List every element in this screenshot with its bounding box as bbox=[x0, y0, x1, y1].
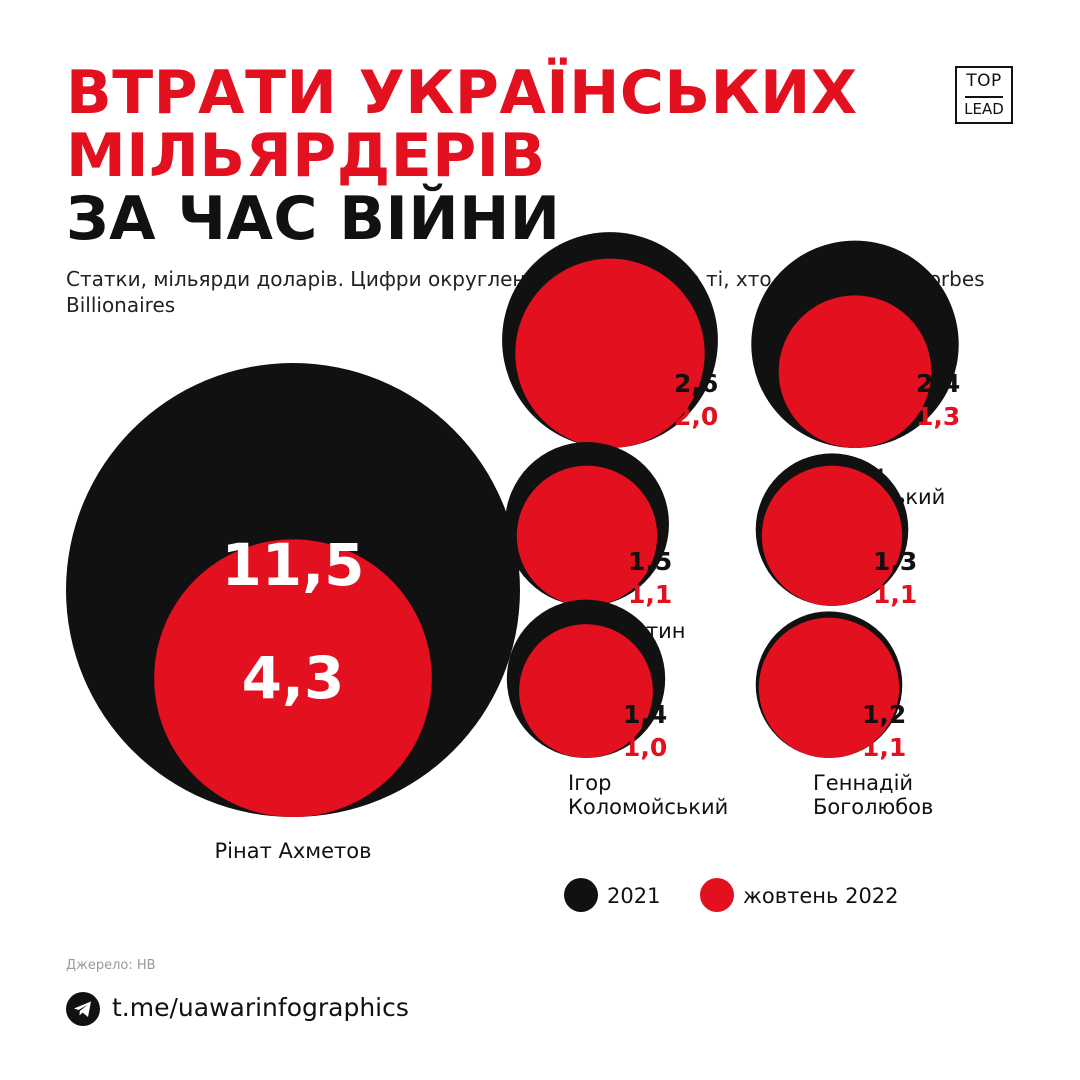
telegram-icon bbox=[66, 992, 100, 1026]
telegram-link[interactable]: t.me/uawarinfographics bbox=[112, 993, 409, 1022]
bubble-2022 bbox=[515, 258, 705, 449]
person-name: Коломойський bbox=[568, 795, 728, 819]
source-note: Джерело: НВ bbox=[66, 958, 156, 973]
value-label-2021: 1,5 bbox=[628, 547, 672, 576]
value-label-2021: 1,2 bbox=[862, 700, 906, 729]
logo-top-text: TOP bbox=[966, 71, 1002, 91]
value-label-2021: 2,4 bbox=[916, 369, 960, 398]
bubble-2022 bbox=[516, 465, 658, 606]
title-line-3: ЗА ЧАС ВІЙНИ bbox=[66, 184, 561, 254]
title-line-2: МІЛЬЯРДЕРІВ bbox=[66, 121, 546, 191]
bubble-2022 bbox=[758, 617, 900, 758]
value-label-2022: 4,3 bbox=[242, 644, 345, 712]
value-label-2021: 2,6 bbox=[674, 369, 718, 398]
person-name: Геннадій bbox=[813, 771, 913, 795]
value-label-2021: 11,5 bbox=[221, 531, 364, 599]
legend-swatch-2022 bbox=[700, 878, 734, 912]
logo-divider bbox=[965, 96, 1003, 98]
value-label-2022: 2,0 bbox=[674, 402, 718, 431]
value-label-2022: 1,3 bbox=[916, 402, 960, 431]
legend-label-2021: 2021 bbox=[607, 884, 660, 908]
bubble-2022 bbox=[778, 295, 932, 448]
value-label-2022: 1,1 bbox=[862, 733, 906, 762]
person-name: Боголюбов bbox=[813, 795, 933, 819]
person-name: Ігор bbox=[568, 771, 611, 795]
value-label-2021: 1,4 bbox=[623, 700, 667, 729]
value-label-2022: 1,0 bbox=[623, 733, 667, 762]
bubble-2022 bbox=[519, 624, 653, 758]
page-title: ВТРАТИ УКРАЇНСЬКИХ МІЛЬЯРДЕРІВ ЗА ЧАС ВІ… bbox=[66, 62, 858, 251]
value-label-2021: 1,3 bbox=[873, 547, 917, 576]
value-label-2022: 1,1 bbox=[628, 580, 672, 609]
legend-label-2022: жовтень 2022 bbox=[743, 884, 899, 908]
bubble-2022 bbox=[154, 539, 432, 817]
title-line-1: ВТРАТИ УКРАЇНСЬКИХ bbox=[66, 58, 858, 128]
person-name: Рінат Ахметов bbox=[214, 839, 371, 863]
logo-bottom-text: LEAD bbox=[964, 100, 1004, 118]
bubble-2022 bbox=[761, 465, 903, 606]
value-label-2022: 1,1 bbox=[873, 580, 917, 609]
toplead-logo: TOP LEAD bbox=[955, 66, 1013, 124]
legend-swatch-2021 bbox=[564, 878, 598, 912]
